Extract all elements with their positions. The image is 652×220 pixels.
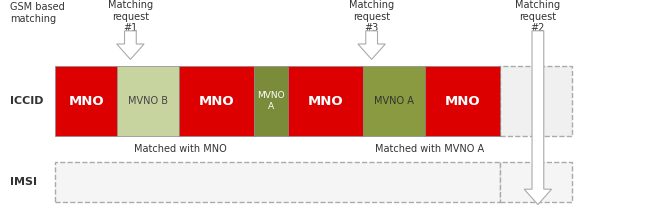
Text: MNO: MNO <box>68 95 104 108</box>
Text: MNO: MNO <box>199 95 235 108</box>
Text: GSM based
matching: GSM based matching <box>10 2 65 24</box>
Text: Matching
request
#3: Matching request #3 <box>349 0 394 33</box>
Bar <box>425 66 500 136</box>
Bar <box>55 66 117 136</box>
Text: Matching
request
#2: Matching request #2 <box>515 0 561 33</box>
Polygon shape <box>117 31 144 59</box>
Text: Matched with MNO: Matched with MNO <box>134 144 226 154</box>
Text: IMSI: IMSI <box>10 176 37 187</box>
Bar <box>363 66 425 136</box>
Text: MNO: MNO <box>308 95 344 108</box>
Bar <box>117 66 179 136</box>
Bar <box>179 66 254 136</box>
Text: Matched with MVNO A: Matched with MVNO A <box>375 144 484 154</box>
Polygon shape <box>524 31 552 205</box>
Text: Matching
request
#1: Matching request #1 <box>108 0 153 33</box>
Bar <box>288 66 363 136</box>
Bar <box>500 66 572 136</box>
Bar <box>254 66 288 136</box>
Bar <box>500 162 572 202</box>
Bar <box>55 162 500 202</box>
Text: ICCID: ICCID <box>10 96 43 106</box>
Text: MVNO A: MVNO A <box>374 96 414 106</box>
Text: MVNO B: MVNO B <box>128 96 168 106</box>
Polygon shape <box>358 31 385 59</box>
Text: MVNO
A: MVNO A <box>258 92 285 111</box>
Text: MNO: MNO <box>445 95 481 108</box>
